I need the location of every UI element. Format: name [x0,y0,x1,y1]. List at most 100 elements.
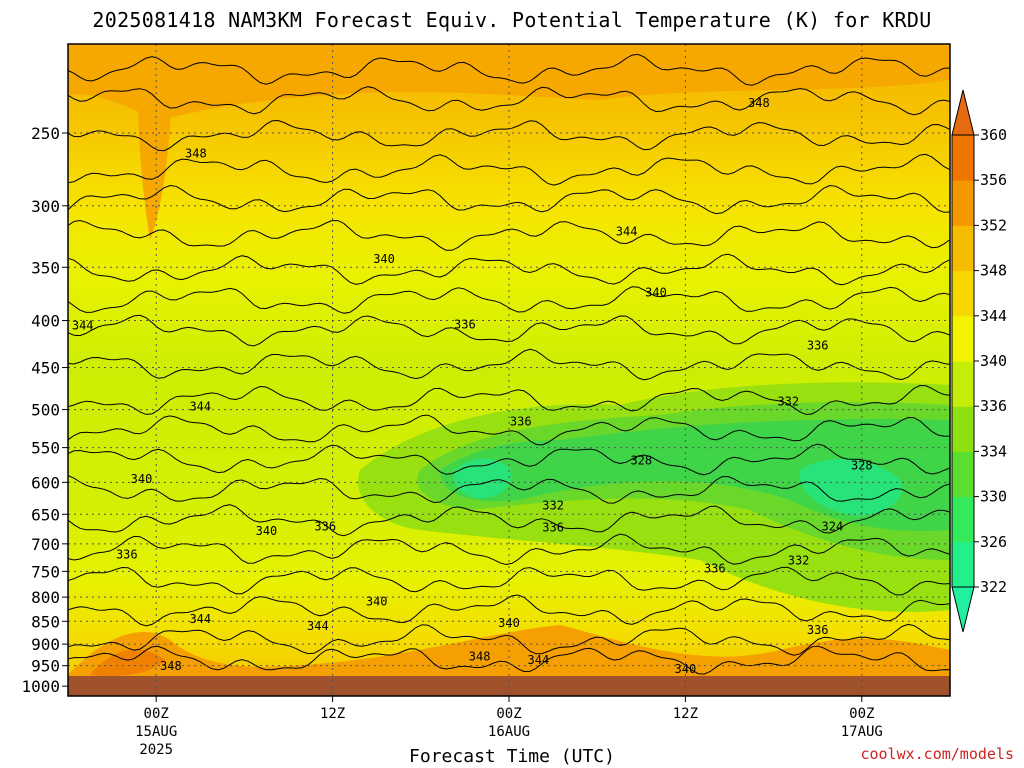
colorbar-label: 330 [980,488,1007,506]
x-tick-date: 17AUG [841,724,883,740]
colorbar-label: 344 [980,307,1007,325]
contour-label: 340 [256,524,278,538]
y-tick-label: 600 [31,473,60,492]
colorbar-label: 326 [980,533,1007,551]
colorbar-label: 340 [980,352,1007,370]
y-tick-label: 350 [31,258,60,277]
y-tick-label: 700 [31,535,60,554]
contour-label: 336 [807,339,829,353]
x-tick-label: 12Z [673,706,698,722]
colorbar-label: 322 [980,578,1007,596]
contour-label: 348 [469,649,491,663]
contour-label: 344 [72,319,94,333]
y-tick-label: 550 [31,439,60,458]
field-region-324b [453,458,511,499]
x-axis-label: Forecast Time (UTC) [409,746,615,767]
colorbar-label: 356 [980,171,1007,189]
contour-line [68,623,950,656]
x-tick-label: 00Z [496,706,521,722]
x-tick-year: 2025 [139,742,173,758]
colorbar-segment [952,361,974,407]
contour-label: 340 [366,595,388,609]
x-tick-date: 15AUG [135,724,177,740]
contour-line [68,153,950,186]
contour-line [68,314,950,347]
y-tick-label: 900 [31,635,60,654]
colorbar-label: 336 [980,397,1007,415]
contour-label: 328 [851,458,873,472]
colorbar-label: 352 [980,216,1007,234]
colorbar-segment [952,180,974,226]
y-tick-label: 1000 [21,677,60,696]
contour-label: 336 [314,519,336,533]
contour-label: 332 [788,554,810,568]
contour-line [68,53,950,86]
y-tick-label: 750 [31,562,60,581]
contour-label: 340 [498,616,520,630]
x-tick-label: 12Z [320,706,345,722]
colorbar-max-arrow [951,89,975,136]
contour-line [68,566,950,596]
contour-label: 328 [630,453,652,467]
contour-line [68,286,950,314]
contour-line [68,348,950,381]
colorbar-segment [952,451,974,498]
contour-line [68,253,950,286]
x-axis: 00Z 15AUG 2025 12Z 00Z 16AUG 12Z 00Z 17AUG [135,696,883,758]
x-tick-label: 00Z [849,706,874,722]
y-axis: 250 300 350 400 450 500 550 600 650 700 750 800 850 9… [21,124,68,696]
contour-label: 336 [704,562,726,576]
colorbar-segment [952,225,974,272]
contour-labels: 348 348 344 340 340 344 336 336 344 332 336 328 328 3… [72,96,873,676]
field-region-356-low [90,649,165,677]
contour-line [68,414,950,446]
contour-label: 348 [185,146,207,160]
colorbar-label: 334 [980,442,1007,460]
contour-label: 344 [528,653,550,667]
contour-label: 332 [777,395,799,409]
x-tick-date: 16AUG [488,724,530,740]
contour-label: 348 [748,96,770,110]
y-tick-label: 300 [31,197,60,216]
colorbar-label: 360 [980,126,1007,144]
colorbar-segment [952,315,974,362]
colorbar-segment [952,270,974,317]
contour-label: 344 [616,225,638,239]
x-tick-label: 00Z [144,706,169,722]
field-region-352-low [68,625,950,680]
contour-label: 336 [454,318,476,332]
y-tick-label: 500 [31,401,60,420]
contour-line [68,219,950,251]
credit-link[interactable]: coolwx.com/models [860,745,1014,763]
contour-line [68,533,950,566]
y-tick-label: 250 [31,124,60,143]
contour-label: 336 [116,548,138,562]
colorbar-label: 348 [980,262,1007,280]
colorbar-segment [952,135,974,181]
y-tick-label: 400 [31,312,60,331]
y-tick-label: 850 [31,612,60,631]
contour-label: 340 [645,286,667,300]
colorbar-segment [952,541,974,588]
y-tick-label: 950 [31,657,60,676]
contour-label: 336 [807,623,829,637]
y-tick-label: 450 [31,359,60,378]
contour-line [68,184,950,215]
contour-label: 340 [373,252,395,266]
y-tick-label: 650 [31,505,60,524]
contour-label: 344 [307,619,329,633]
y-tick-label: 800 [31,588,60,607]
contour-label: 324 [822,519,844,533]
contour-label: 340 [131,472,153,486]
colorbar-segment [952,496,974,543]
field-region-352-plume [138,44,172,240]
field-region-324 [799,459,902,516]
contour-label: 332 [542,499,564,513]
grid-lines [68,44,950,696]
contour-label: 340 [675,662,697,676]
colorbar-min-arrow [951,586,975,633]
colorbar-segment [952,406,974,452]
contour-label: 336 [542,521,564,535]
colorbar: 322 326 330 334 336 340 344 348 352 356 360 [951,89,1007,633]
